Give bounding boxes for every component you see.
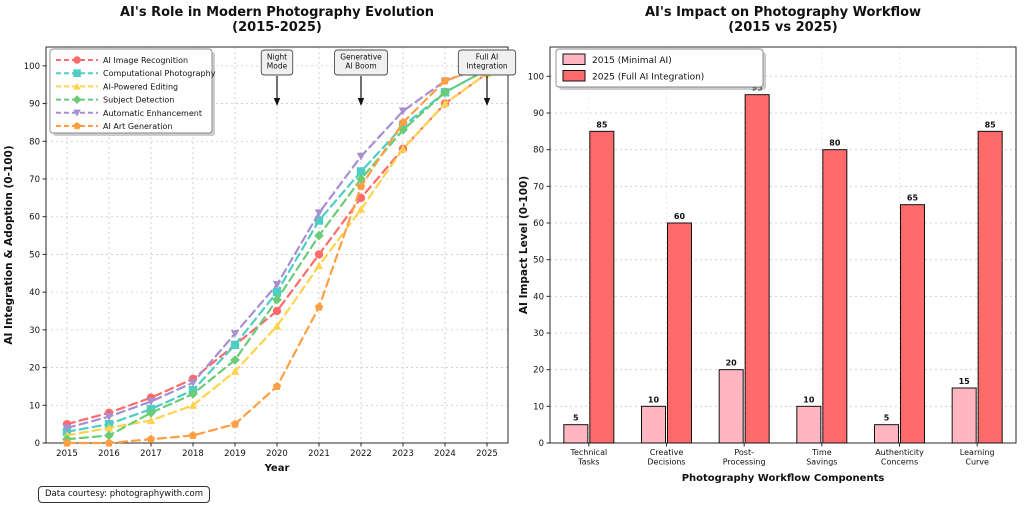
bar-series-2025: 856095806585 — [589, 84, 1003, 444]
bar-value-label: 20 — [726, 359, 738, 368]
bar-series-2015: 5 10 20 10 5 15 — [563, 359, 977, 444]
right-chart-title: AI's Impact on Photography Workflow (2015… — [645, 5, 921, 35]
bar — [641, 405, 666, 444]
svg-text:100: 100 — [528, 72, 544, 82]
evolution-line-chart: AI's Role in Modern Photography Evolutio… — [3, 5, 517, 474]
svg-text:Automatic Enhancement: Automatic Enhancement — [103, 109, 202, 118]
right-ylabel: AI Impact Level (0-100) — [518, 176, 530, 314]
left-annotations: Night Mode Generative AI Boom Full AI Integra… — [260, 49, 517, 106]
bar-value-label: 10 — [648, 395, 660, 404]
svg-text:2023: 2023 — [392, 449, 414, 459]
svg-text:60: 60 — [29, 213, 40, 223]
svg-text:2017: 2017 — [140, 449, 162, 459]
svg-text:Computational Photography: Computational Photography — [103, 69, 216, 78]
svg-text:2021: 2021 — [308, 449, 330, 459]
svg-text:2015: 2015 — [56, 449, 78, 459]
bar — [822, 149, 848, 444]
svg-text:2020: 2020 — [266, 449, 288, 459]
left-chart-title: AI's Role in Modern Photography Evolutio… — [120, 5, 434, 35]
svg-text:Subject Detection: Subject Detection — [103, 96, 174, 105]
svg-text:2015 (Minimal AI): 2015 (Minimal AI) — [592, 56, 672, 66]
bar-value-label: 80 — [829, 139, 841, 148]
svg-text:80: 80 — [29, 137, 40, 147]
bar-value-label: 60 — [674, 212, 686, 221]
svg-text:2019: 2019 — [224, 449, 246, 459]
svg-text:10: 10 — [533, 402, 544, 412]
left-ylabel: AI Integration & Adoption (0-100) — [3, 145, 15, 344]
svg-text:AI Image Recognition: AI Image Recognition — [103, 56, 188, 65]
right-grid — [550, 47, 1016, 443]
svg-text:60: 60 — [533, 219, 544, 229]
bar — [874, 424, 899, 444]
svg-text:AI-Powered Editing: AI-Powered Editing — [103, 82, 178, 91]
svg-text:30: 30 — [533, 329, 544, 339]
svg-text:50: 50 — [533, 256, 544, 266]
svg-text:2025: 2025 — [476, 449, 498, 459]
svg-text:Post-Processing: Post-Processing — [723, 448, 766, 467]
svg-text:2016: 2016 — [98, 449, 120, 459]
svg-text:20: 20 — [29, 364, 40, 374]
workflow-bar-chart: AI's Impact on Photography Workflow (2015… — [518, 5, 1017, 484]
bar-value-label: 85 — [596, 120, 608, 129]
bar — [796, 405, 822, 444]
bar — [977, 130, 1003, 444]
svg-text:0: 0 — [539, 439, 544, 449]
svg-text:10: 10 — [29, 401, 40, 411]
right-axes: 0 10 20 30 40 50 60 70 80 90 100 Technical Tasks Crea… — [518, 46, 1017, 484]
bar — [900, 204, 925, 444]
bar-value-label: 85 — [985, 120, 997, 129]
svg-text:2022: 2022 — [350, 449, 372, 459]
left-axes: 0 10 20 30 40 50 60 70 80 90 100 2015 2016 2017 2018 20… — [3, 46, 509, 474]
svg-text:2024: 2024 — [434, 449, 456, 459]
svg-text:2025 (Full AI Integration): 2025 (Full AI Integration) — [592, 73, 704, 83]
footnote-box: Data courtesy: photographywith.com — [38, 486, 211, 503]
right-xlabel: Photography Workflow Components — [682, 473, 885, 484]
svg-text:90: 90 — [533, 109, 544, 119]
svg-text:50: 50 — [29, 250, 40, 260]
bar — [563, 424, 589, 444]
bar-value-label: 15 — [959, 377, 971, 386]
bar-value-label: 5 — [573, 414, 579, 423]
svg-text:20: 20 — [533, 366, 544, 376]
svg-text:80: 80 — [533, 146, 544, 156]
footnote-text: Data courtesy: photographywith.com — [45, 489, 204, 499]
bar — [744, 94, 770, 444]
left-legend: AI Image Recognition Computational Photog… — [49, 48, 216, 136]
svg-text:70: 70 — [29, 175, 40, 185]
bar — [589, 130, 615, 444]
svg-text:90: 90 — [29, 100, 40, 110]
left-xlabel: Year — [264, 463, 290, 474]
svg-text:40: 40 — [533, 292, 544, 302]
bar-value-label: 65 — [907, 194, 919, 203]
bar-value-label: 10 — [803, 395, 815, 404]
svg-text:30: 30 — [29, 326, 40, 336]
bar — [667, 222, 692, 444]
line-series-ai-powered-editing — [62, 69, 492, 439]
svg-text:70: 70 — [533, 182, 544, 192]
svg-text:AI Art Generation: AI Art Generation — [103, 122, 172, 131]
svg-text:2018: 2018 — [182, 449, 204, 459]
bar — [718, 369, 744, 444]
svg-text:40: 40 — [29, 288, 40, 298]
right-legend: 2015 (Minimal AI) 2025 (Full AI Integrati… — [555, 48, 766, 90]
svg-text:100: 100 — [24, 62, 40, 72]
svg-text:0: 0 — [35, 439, 40, 449]
bar — [951, 387, 977, 444]
bar-value-label: 5 — [884, 414, 890, 423]
